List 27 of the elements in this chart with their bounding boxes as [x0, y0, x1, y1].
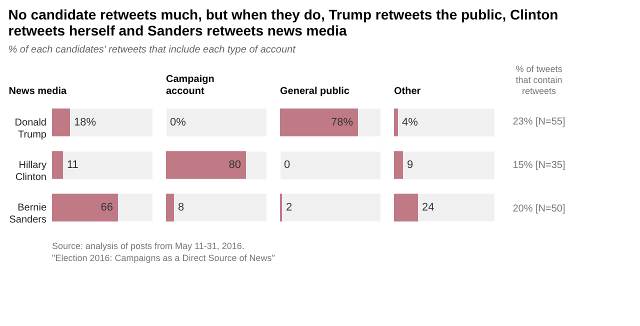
data-label: 0 [284, 159, 290, 171]
data-label: 0% [170, 116, 186, 128]
text: "Election 2016: Campaigns as a Direct Source of News" [52, 253, 275, 263]
x-axis-title: Campaign account [166, 74, 214, 97]
data-label: 18% [74, 116, 96, 128]
chart-subtitle: % of each candidates' retweets that include each type of account [8, 44, 297, 56]
x-axis-title: Other [394, 86, 421, 97]
data-label: 2 [286, 202, 292, 214]
text: 23% [N=55] [512, 116, 566, 128]
data-label: 66 [100, 202, 113, 214]
data-label: 78% [330, 116, 354, 128]
text: No candidate retweets much, but when they do, Trump retweets the public, Clinton retweets herself and Sanders retweets news media [8, 6, 558, 38]
data-label: 24 [422, 202, 434, 214]
data-label: 8 [178, 202, 184, 214]
x-axis-title: News media [8, 86, 67, 97]
text: 20% [N=50] [512, 203, 566, 214]
source-note: Source: analysis of posts from May 11-31, 2016. [52, 241, 244, 251]
text: 15% [N=35] [512, 160, 566, 171]
data-label: 4% [402, 116, 418, 128]
data-label: 80 [228, 159, 241, 171]
y-tick-label: Donald Trump [14, 117, 47, 140]
data-label: 9 [407, 159, 414, 171]
y-tick-label: Bernie Sanders [9, 202, 47, 226]
data-label: 11 [67, 159, 78, 171]
x-axis-title: General public [280, 86, 350, 97]
text: % of tweets that contain retweets [516, 64, 563, 96]
y-tick-label: Hillary Clinton [15, 160, 46, 183]
